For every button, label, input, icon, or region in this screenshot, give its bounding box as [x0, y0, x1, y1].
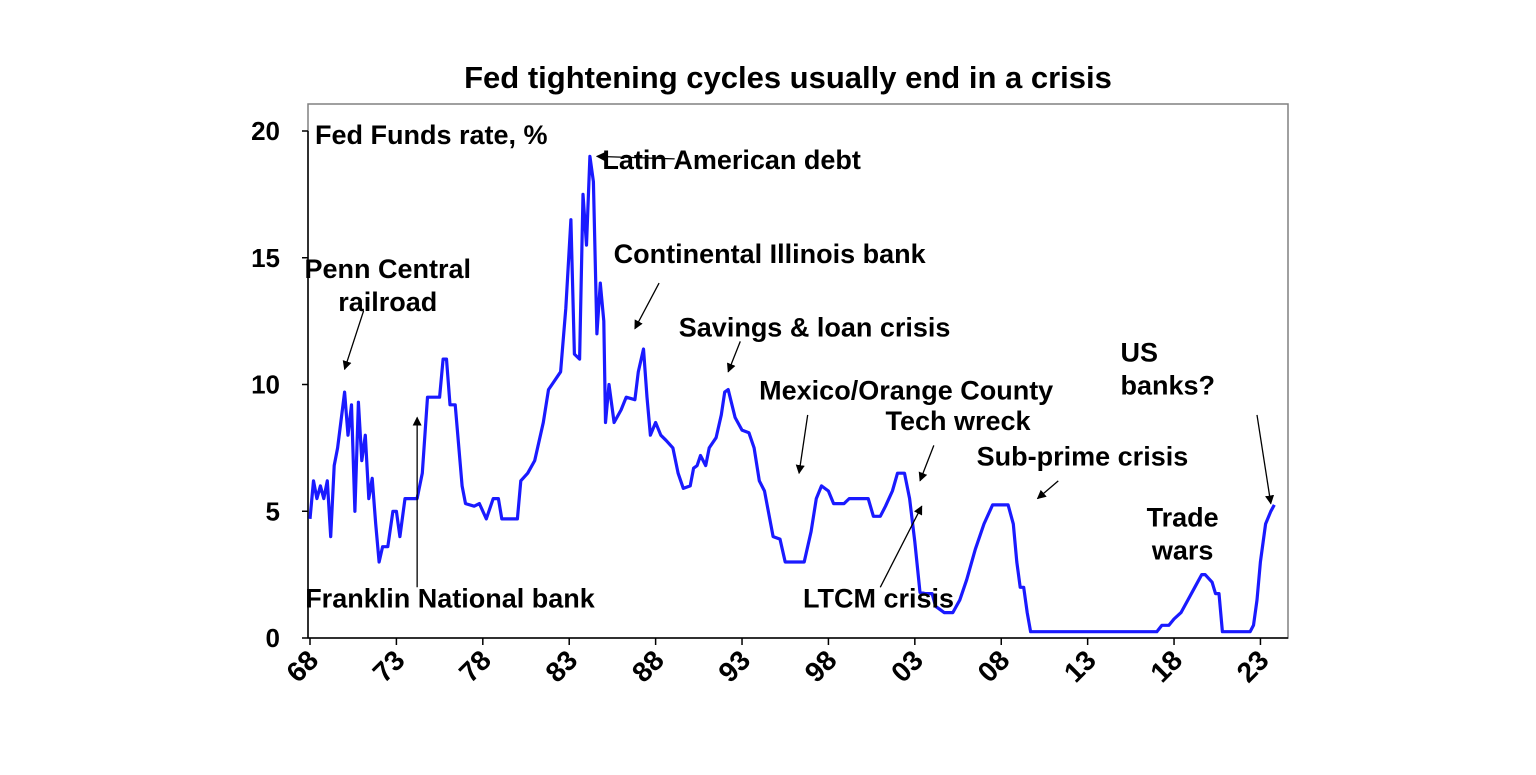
chart-title: Fed tightening cycles usually end in a c…: [464, 60, 1112, 95]
annotation-arrow: [726, 341, 741, 373]
annotation: Mexico/Orange County: [759, 376, 1053, 475]
annotation-arrow: [634, 282, 660, 330]
annotations: Latin American debt Penn Central railroad C…: [304, 145, 1275, 614]
x-tick-label: 88: [626, 644, 670, 688]
annotation-arrow: [918, 445, 935, 482]
annotation-label: Sub-prime crisis: [977, 442, 1189, 472]
annotation-arrow: [795, 414, 809, 475]
annotation: Savings & loan crisis: [679, 312, 951, 373]
y-tick-label: 0: [266, 623, 280, 653]
series-label: Fed Funds rate, %: [315, 120, 548, 150]
x-tick-label: 13: [1058, 644, 1102, 688]
x-tick-label: 23: [1231, 644, 1275, 688]
annotation-label: Latin American debt: [602, 145, 861, 175]
y-tick-label: 15: [251, 243, 280, 273]
x-tick-label: 78: [453, 644, 497, 688]
annotation-arrow: [879, 505, 923, 588]
annotation: Continental Illinois bank: [614, 239, 927, 330]
y-tick-label: 10: [251, 370, 280, 400]
annotation-label: Penn Central railroad: [304, 254, 471, 317]
annotation: US banks?: [1120, 338, 1275, 505]
x-tick-label: 18: [1144, 644, 1188, 688]
annotation-label: Trade wars: [1147, 502, 1219, 565]
annotation: Trade wars: [1147, 502, 1219, 565]
annotation-label: Mexico/Orange County: [759, 376, 1053, 406]
annotation-arrow: [1256, 414, 1275, 505]
x-axis: 68 73 78 83 88 93 98 03 08 13 18 23: [280, 638, 1275, 688]
y-tick-label: 20: [251, 116, 280, 146]
x-tick-label: 68: [280, 644, 324, 688]
annotation: Franklin National bank: [305, 416, 596, 614]
annotation-label: Tech wreck: [885, 406, 1031, 436]
annotation-label: US banks?: [1120, 338, 1215, 401]
y-tick-label: 5: [266, 496, 280, 526]
annotation-arrow: [342, 310, 365, 371]
annotation-arrow: [595, 152, 675, 162]
annotation: LTCM crisis: [803, 505, 954, 614]
annotation-label: Franklin National bank: [305, 584, 596, 614]
annotation: Tech wreck: [885, 406, 1032, 482]
annotation: Penn Central railroad: [304, 254, 471, 371]
annotation: Sub-prime crisis: [977, 442, 1189, 500]
x-tick-label: 03: [885, 644, 929, 688]
annotation: Latin American debt: [595, 145, 861, 175]
annotation-arrow: [1036, 480, 1059, 500]
annotation-label: Continental Illinois bank: [614, 239, 927, 269]
x-tick-label: 73: [367, 644, 411, 688]
series-line-fed-funds-rate: [308, 154, 1276, 634]
y-axis: 0 5 10 15 20: [251, 116, 308, 653]
x-tick-label: 93: [712, 644, 756, 688]
x-tick-label: 08: [972, 644, 1016, 688]
annotation-label: Savings & loan crisis: [679, 312, 951, 342]
x-tick-label: 98: [799, 644, 843, 688]
annotation-label: LTCM crisis: [803, 584, 954, 614]
x-tick-label: 83: [540, 644, 584, 688]
